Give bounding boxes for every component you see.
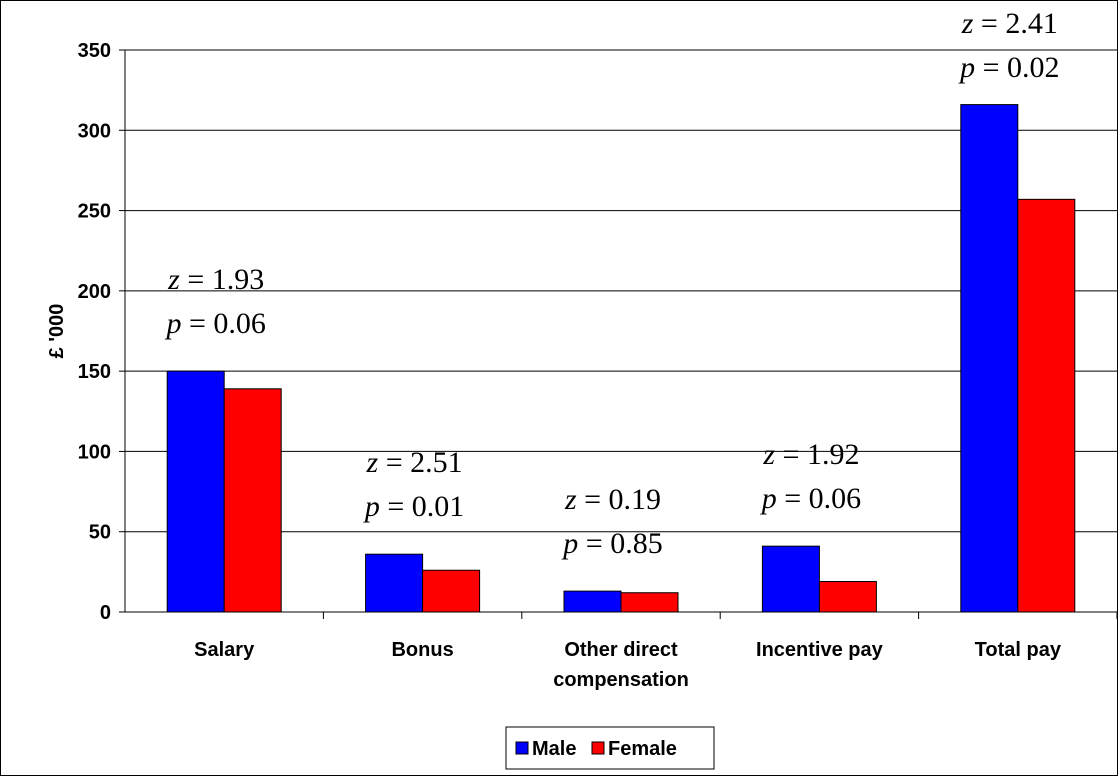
bar-female xyxy=(1017,198,1076,613)
y-tick-label: 150 xyxy=(78,361,111,383)
p-value-label: p = 0.01 xyxy=(363,490,464,523)
bar-male xyxy=(960,104,1019,613)
x-category-label: compensation xyxy=(553,669,689,691)
z-statistic-label: z = 0.19 xyxy=(564,483,661,516)
p-value-label: p = 0.85 xyxy=(561,527,662,560)
z-statistic-label: z = 2.41 xyxy=(961,7,1058,40)
x-category-label: Salary xyxy=(194,639,255,661)
x-category-label: Incentive pay xyxy=(756,639,884,661)
bar-male xyxy=(365,553,424,613)
bar-female xyxy=(422,569,481,613)
z-statistic-label: z = 1.93 xyxy=(167,263,264,296)
y-tick-label: 0 xyxy=(100,602,111,624)
z-statistic-label: z = 1.92 xyxy=(762,438,859,471)
y-tick-label: 200 xyxy=(78,281,111,303)
y-axis-label: £ '000 xyxy=(46,304,68,359)
y-tick-label: 50 xyxy=(89,522,111,544)
z-statistic-label: z = 2.51 xyxy=(366,446,463,479)
p-value-label: p = 0.02 xyxy=(958,51,1059,84)
legend-swatch-female xyxy=(591,741,605,755)
legend-label-male: Male xyxy=(532,738,576,760)
bar-female xyxy=(620,592,679,613)
legend-label-female: Female xyxy=(608,738,677,760)
bar-male xyxy=(563,590,622,613)
y-tick-label: 250 xyxy=(78,201,111,223)
y-tick-label: 300 xyxy=(78,120,111,142)
x-category-label: Total pay xyxy=(975,639,1062,661)
x-category-label: Bonus xyxy=(391,639,453,661)
legend-swatch-male xyxy=(515,741,529,755)
p-value-label: p = 0.06 xyxy=(760,482,861,515)
p-value-label: p = 0.06 xyxy=(164,307,265,340)
bar-male xyxy=(166,370,225,613)
legend-box xyxy=(505,726,715,770)
bar-female xyxy=(223,388,282,613)
bar-female xyxy=(818,580,877,613)
bar-male xyxy=(761,545,820,613)
x-category-label: Other direct xyxy=(564,639,678,661)
y-tick-label: 100 xyxy=(78,441,111,463)
y-tick-label: 350 xyxy=(78,40,111,62)
